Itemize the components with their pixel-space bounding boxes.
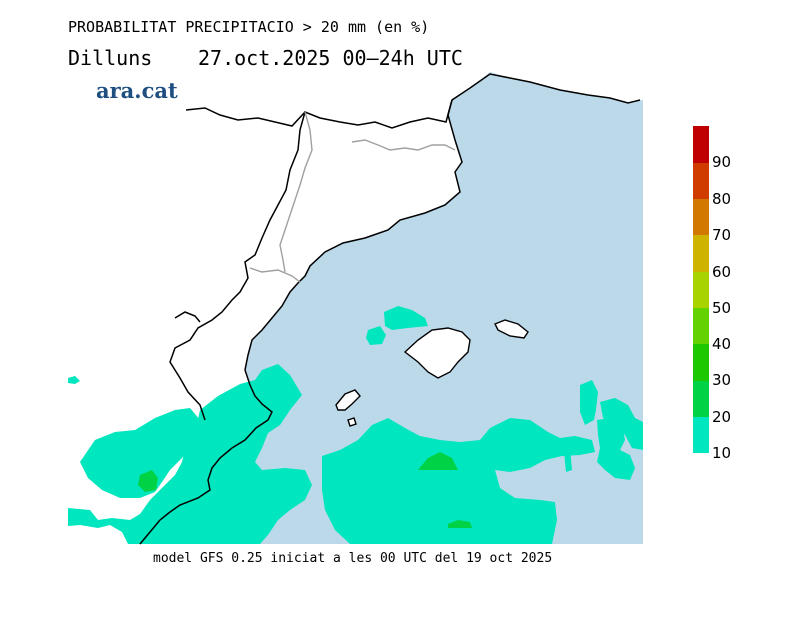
land-france xyxy=(490,72,643,102)
legend-label-20: 20 xyxy=(712,408,732,426)
probability-area-east-small xyxy=(564,448,572,472)
legend-label-30: 30 xyxy=(712,371,732,389)
legend-swatch-40 xyxy=(693,308,709,344)
legend-swatch-50 xyxy=(693,272,709,308)
probability-area-inland-west xyxy=(80,408,200,498)
balearic-islands xyxy=(335,319,529,427)
probability-area-sea-20 xyxy=(418,452,458,470)
island-formentera xyxy=(347,417,357,427)
island-menorca xyxy=(494,319,529,339)
probability-area-southwest xyxy=(68,364,312,544)
forecast-date-range: 27.oct.2025 00—24h UTC xyxy=(198,46,463,70)
border-catalonia-west xyxy=(169,111,306,421)
legend-swatch-60 xyxy=(693,235,709,272)
legend-label-90: 90 xyxy=(712,153,732,171)
legend-label-70: 70 xyxy=(712,226,732,244)
probability-10-20-areas xyxy=(68,306,643,544)
legend-label-50: 50 xyxy=(712,299,732,317)
probability-area-sea-small-20 xyxy=(448,520,472,528)
probability-area-far-west xyxy=(68,376,80,384)
border-pyrenees xyxy=(185,99,453,129)
legend-label-40: 40 xyxy=(712,335,732,353)
model-footer: model GFS 0.25 iniciat a les 00 UTC del … xyxy=(153,551,553,566)
probability-area-east-edge xyxy=(600,398,643,450)
province-border-tarragona xyxy=(249,267,301,283)
island-ibiza xyxy=(335,389,361,411)
legend-swatch-20 xyxy=(693,381,709,417)
probability-area-mallorca-north xyxy=(384,306,428,330)
probability-area-east-spot xyxy=(580,380,598,425)
legend-label-60: 60 xyxy=(712,263,732,281)
brand-logo: ara.cat xyxy=(96,78,178,103)
forecast-day: Dilluns xyxy=(68,46,153,70)
map-title: PROBABILITAT PRECIPITACIO > 20 mm (en %) xyxy=(68,18,430,36)
probability-20-30-areas xyxy=(138,452,472,528)
province-borders xyxy=(249,111,456,283)
legend-swatch-10 xyxy=(693,417,709,453)
legend-label-80: 80 xyxy=(712,190,732,208)
legend-swatch-90 xyxy=(693,126,709,163)
probability-area-mallorca-west xyxy=(366,326,386,345)
province-border-lleida xyxy=(279,111,313,273)
probability-area-south-sea xyxy=(322,418,595,544)
legend-swatch-80 xyxy=(693,163,709,199)
island-mallorca xyxy=(403,327,471,379)
probability-area-southeast xyxy=(597,418,635,480)
coastline xyxy=(139,73,641,545)
legend-swatch-70 xyxy=(693,199,709,235)
legend-swatch-30 xyxy=(693,344,709,381)
province-border-girona xyxy=(351,139,456,151)
legend-color-bar xyxy=(693,126,709,453)
legend-label-10: 10 xyxy=(712,444,732,462)
probability-area-inland-20 xyxy=(138,470,158,492)
ebro-delta xyxy=(174,311,201,323)
